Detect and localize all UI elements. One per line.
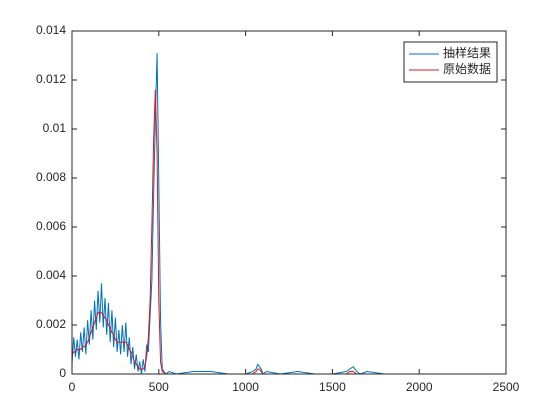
axes-box — [71, 30, 507, 375]
x-tick-label: 0 — [69, 380, 76, 394]
y-tick-label: 0 — [59, 366, 66, 380]
y-tick-label: 0.014 — [36, 23, 66, 37]
y-tick-label: 0.004 — [36, 268, 66, 282]
x-tick-label: 2500 — [493, 380, 520, 394]
y-tick-label: 0.012 — [36, 72, 66, 86]
legend-box — [403, 41, 498, 83]
y-tick-label: 0.008 — [36, 170, 66, 184]
y-tick-label: 0.006 — [36, 219, 66, 233]
legend-label: 抽样结果 — [443, 45, 491, 60]
series-line — [71, 53, 420, 375]
legend-label: 原始数据 — [443, 61, 491, 76]
x-tick-label: 500 — [149, 380, 169, 394]
y-tick-label: 0.01 — [43, 121, 67, 135]
x-tick-label: 1000 — [232, 380, 259, 394]
x-tick-label: 1500 — [319, 380, 346, 394]
plot-area — [72, 31, 506, 374]
y-tick-label: 0.002 — [36, 317, 66, 331]
x-tick-label: 2000 — [406, 380, 433, 394]
